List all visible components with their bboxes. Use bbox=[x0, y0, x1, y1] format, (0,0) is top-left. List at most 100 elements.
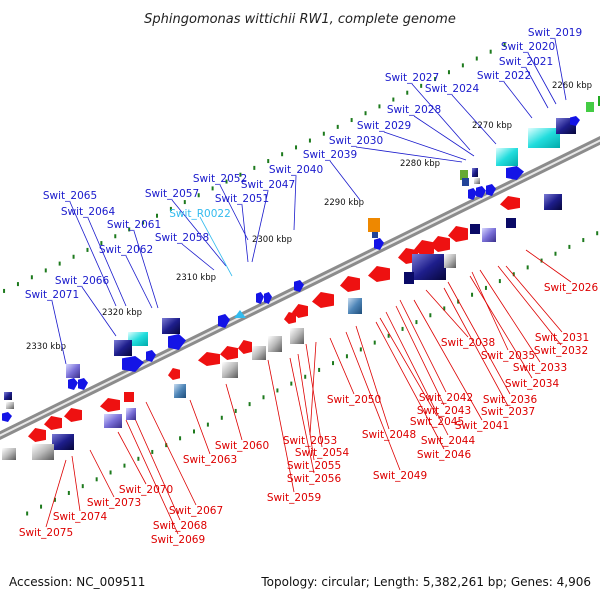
gene-arrow-forward bbox=[264, 292, 272, 304]
leader-line-reverse bbox=[379, 317, 438, 417]
leader-line-reverse bbox=[399, 299, 447, 393]
gene-feature bbox=[462, 178, 469, 186]
gene-label-reverse: Swit_2069 bbox=[151, 534, 205, 546]
leader-line-reverse bbox=[117, 431, 147, 485]
gene-label-reverse: Swit_2033 bbox=[513, 362, 567, 374]
gene-label-reverse: Swit_2049 bbox=[373, 470, 427, 482]
gene-arrow-reverse bbox=[448, 226, 468, 242]
gene-label-forward: Swit_2021 bbox=[499, 56, 553, 68]
gene-feature bbox=[598, 96, 600, 106]
leader-line-reverse bbox=[385, 311, 449, 436]
gene-arrow-forward bbox=[486, 184, 496, 196]
leader-line-forward bbox=[413, 115, 475, 157]
gene-feature bbox=[372, 232, 378, 238]
gene-label-reverse: Swit_2070 bbox=[119, 484, 173, 496]
gene-labels: Swit_2019Swit_2020Swit_2021Swit_2022Swit… bbox=[19, 27, 599, 546]
gene-feature bbox=[506, 218, 516, 228]
leader-line-forward bbox=[503, 81, 533, 119]
scale-label: 2300 kbp bbox=[252, 235, 292, 245]
gene-feature bbox=[544, 194, 562, 210]
gene-label-reverse: Swit_2054 bbox=[295, 447, 350, 459]
gene-label-reverse: Swit_2063 bbox=[183, 454, 237, 466]
map-title: Sphingomonas wittichii RW1, complete gen… bbox=[144, 12, 456, 27]
scale-ticks bbox=[3, 42, 599, 516]
gene-feature bbox=[368, 218, 380, 232]
leader-line-reverse bbox=[329, 337, 355, 395]
leader-line-reverse bbox=[71, 455, 81, 512]
gene-label-reverse: Swit_2031 bbox=[535, 332, 589, 344]
gene-feature bbox=[472, 168, 478, 177]
leader-line-forward bbox=[251, 190, 269, 263]
gene-arrow-forward bbox=[374, 238, 384, 250]
gene-label-reverse: Swit_2032 bbox=[534, 345, 588, 357]
gene-feature bbox=[252, 346, 266, 360]
gene-arrow-reverse bbox=[368, 266, 390, 282]
gene-label-forward: Swit_2062 bbox=[99, 244, 153, 256]
gene-arrow-forward bbox=[506, 166, 524, 180]
gene-arrow-forward bbox=[570, 116, 580, 126]
leader-line-reverse bbox=[471, 271, 509, 351]
leader-line-reverse bbox=[447, 281, 511, 395]
gene-arrow-reverse bbox=[198, 352, 220, 366]
gene-arrow-reverse bbox=[64, 408, 82, 422]
gene-arrow-forward bbox=[78, 378, 88, 390]
leader-line-reverse bbox=[297, 353, 315, 461]
leader-line-forward bbox=[329, 160, 361, 201]
gene-arrow-forward bbox=[168, 334, 186, 350]
leader-line-reverse bbox=[45, 459, 67, 528]
gene-label-reverse: Swit_2034 bbox=[505, 378, 560, 390]
gene-arrow-forward bbox=[2, 412, 12, 422]
scale-labels: 2260 kbp 2270 kbp 2280 kbp 2290 kbp 2300 kbp… bbox=[26, 81, 592, 352]
gene-arrow-reverse bbox=[168, 368, 180, 380]
gene-label-forward: Swit_2058 bbox=[155, 232, 209, 244]
leader-line-reverse bbox=[375, 321, 445, 450]
gene-label-reverse: Swit_2036 bbox=[483, 394, 538, 406]
accession-text: Accession: NC_009511 bbox=[9, 575, 145, 589]
gene-feature bbox=[6, 402, 14, 409]
leader-line-forward bbox=[527, 52, 557, 105]
gene-arrow-forward bbox=[68, 378, 78, 390]
gene-label-reverse: Swit_2043 bbox=[417, 405, 471, 417]
leader-line-forward bbox=[133, 230, 159, 309]
gene-arrow-forward bbox=[468, 188, 477, 200]
gene-feature bbox=[412, 254, 446, 280]
gene-label-forward: Swit_2040 bbox=[269, 164, 323, 176]
gene-label-forward: Swit_2039 bbox=[303, 149, 357, 161]
leader-line-forward bbox=[451, 94, 497, 145]
gene-feature bbox=[162, 318, 180, 334]
leader-line-forward bbox=[293, 175, 297, 231]
gene-label-forward: Swit_2064 bbox=[61, 206, 116, 218]
gene-label-reverse: Swit_2037 bbox=[481, 406, 535, 418]
rna-feature bbox=[234, 310, 246, 318]
gene-feature bbox=[4, 392, 12, 400]
leader-line-reverse bbox=[425, 289, 469, 338]
leader-line-forward bbox=[411, 83, 471, 151]
leader-line-reverse bbox=[225, 383, 243, 441]
gene-feature bbox=[482, 228, 496, 242]
gene-label-reverse: Swit_2045 bbox=[410, 416, 464, 428]
gene-feature bbox=[2, 448, 16, 460]
leader-line-reverse bbox=[479, 269, 541, 363]
gene-label-forward: Swit_2066 bbox=[55, 275, 110, 287]
leader-line-forward bbox=[125, 255, 153, 309]
leader-line-forward bbox=[525, 67, 549, 109]
gene-arrow-forward bbox=[256, 292, 264, 304]
leader-line-reverse bbox=[267, 359, 295, 493]
leader-line-forward bbox=[51, 300, 67, 365]
scale-label: 2280 kbp bbox=[400, 159, 440, 169]
gene-feature bbox=[470, 224, 480, 234]
gene-label-reverse: Swit_2042 bbox=[419, 392, 473, 404]
gene-label-forward: Swit_2061 bbox=[107, 219, 161, 231]
genome-summary-text: Topology: circular; Length: 5,382,261 bp… bbox=[260, 575, 591, 589]
gene-feature bbox=[444, 254, 456, 268]
gene-label-forward: Swit_2030 bbox=[329, 135, 383, 147]
gene-feature bbox=[290, 328, 304, 344]
gene-feature bbox=[174, 384, 186, 398]
gene-feature bbox=[114, 340, 132, 356]
gene-label-reverse: Swit_2073 bbox=[87, 497, 141, 509]
gene-feature bbox=[222, 362, 238, 378]
gene-feature bbox=[66, 364, 80, 378]
gene-feature bbox=[52, 434, 74, 450]
gene-label-forward: Swit_2019 bbox=[528, 27, 582, 39]
leader-line-forward bbox=[171, 199, 227, 267]
